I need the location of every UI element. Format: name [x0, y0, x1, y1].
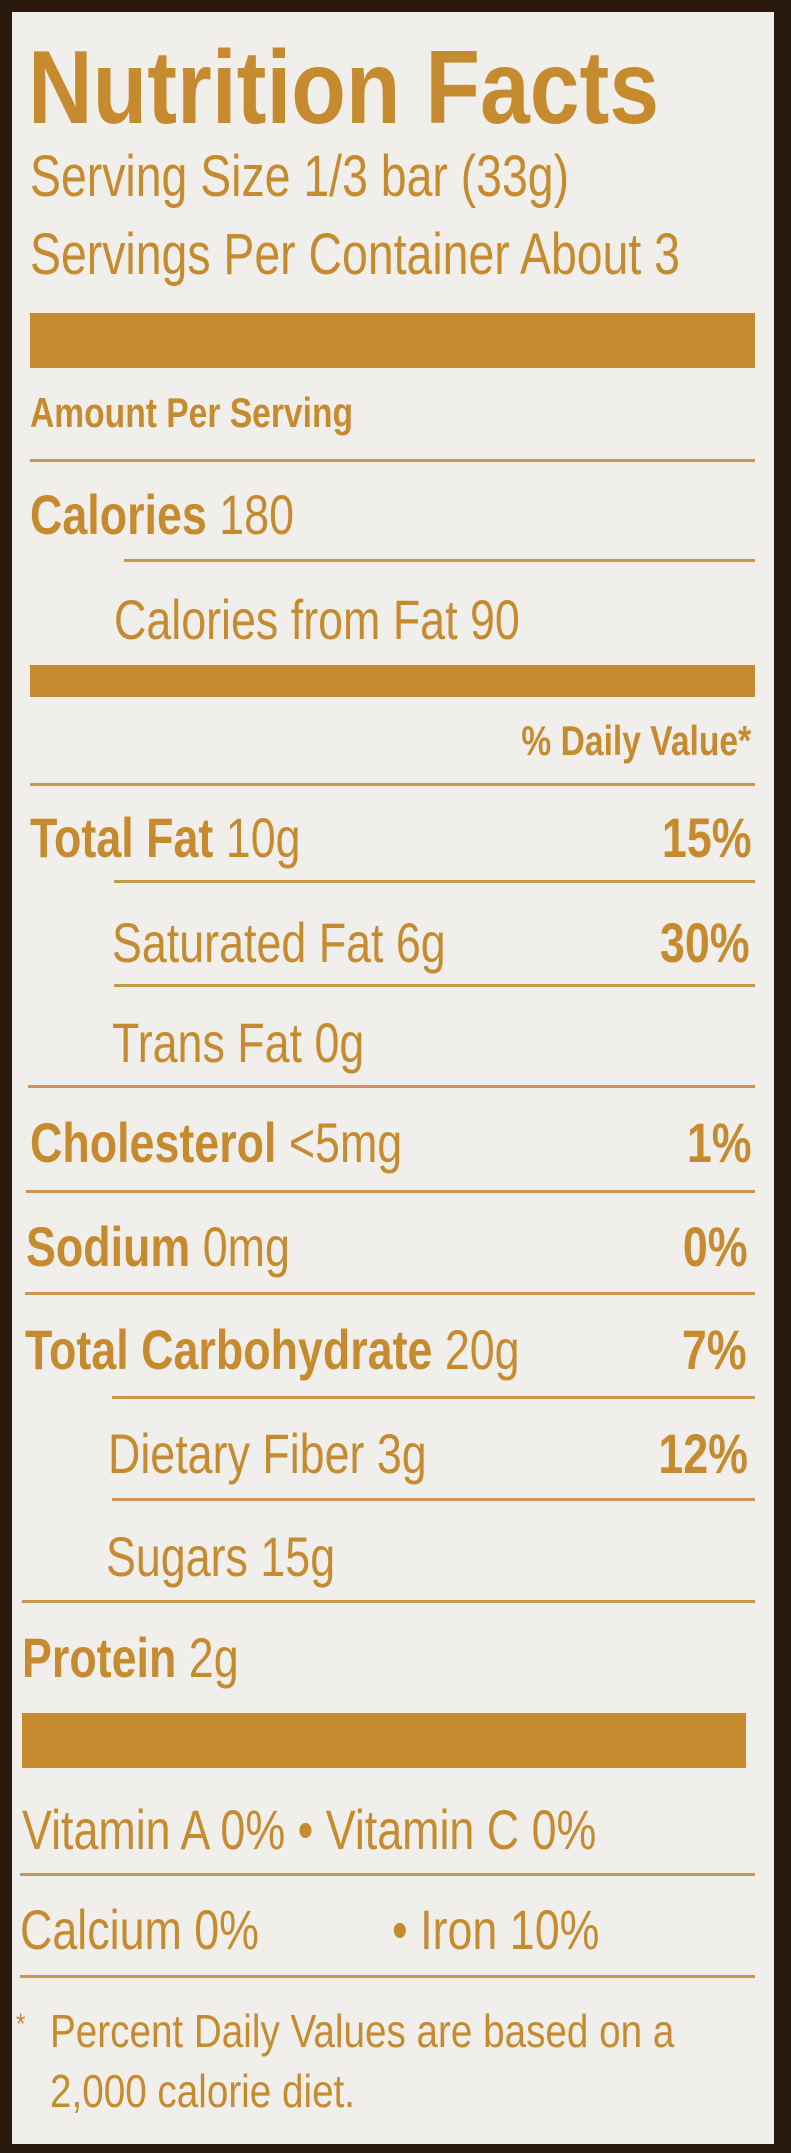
- serving-size: Serving Size 1/3 bar (33g): [30, 144, 570, 209]
- nutrient-dv: 30%: [659, 911, 750, 974]
- amount-per-serving: Amount Per Serving: [30, 389, 353, 436]
- vitamins-row-1: Vitamin A 0% • Vitamin C 0%: [22, 1800, 744, 1860]
- nutrient-row-sugars: Sugars 15g: [106, 1527, 791, 1587]
- footnote-asterisk: *: [16, 2008, 26, 2041]
- divider: [26, 1190, 755, 1193]
- divider: [22, 1600, 755, 1603]
- nutrient-amount: <5mg: [288, 1111, 403, 1174]
- servings-per-container: Servings Per Container About 3: [30, 222, 680, 287]
- nutrient-dv: 12%: [658, 1422, 748, 1485]
- nutrient-row-total-carbohydrate: Total Carbohydrate 20g 7%: [25, 1320, 747, 1380]
- nutrient-label: Sugars 15g: [106, 1525, 336, 1588]
- divider: [25, 1292, 755, 1295]
- thick-divider: [22, 1713, 746, 1768]
- divider: [20, 1873, 755, 1876]
- vitamin-c: Vitamin C 0%: [325, 1798, 597, 1861]
- nutrient-dv: 1%: [686, 1111, 752, 1174]
- nutrient-label: Total Fat: [30, 806, 214, 869]
- vitamins-row-2: Calcium 0% • Iron 10%: [20, 1900, 742, 1960]
- calories-label: Calories: [30, 483, 207, 546]
- calcium: Calcium 0%: [20, 1898, 260, 1961]
- label-title: Nutrition Facts: [28, 30, 660, 146]
- nutrient-row-protein: Protein 2g: [22, 1628, 744, 1688]
- divider: [30, 459, 755, 462]
- calories-value: 180: [219, 483, 294, 546]
- nutrient-row-dietary-fiber: Dietary Fiber 3g 12%: [108, 1424, 748, 1484]
- nutrient-label: Saturated Fat 6g: [112, 911, 446, 974]
- nutrient-label: Sodium: [26, 1215, 191, 1278]
- bullet-icon: •: [297, 1798, 314, 1861]
- calories-from-fat: Calories from Fat 90: [114, 588, 520, 651]
- nutrient-amount: 20g: [444, 1318, 520, 1381]
- nutrient-amount: 2g: [188, 1626, 239, 1689]
- nutrient-row-sodium: Sodium 0mg 0%: [26, 1217, 748, 1277]
- thick-divider: [30, 665, 755, 697]
- divider: [124, 559, 755, 562]
- iron: Iron 10%: [420, 1898, 600, 1961]
- nutrient-label: Cholesterol: [30, 1111, 277, 1174]
- nutrient-dv: 15%: [661, 806, 752, 869]
- divider: [20, 1975, 755, 1978]
- footnote-line-2: 2,000 calorie diet.: [50, 2065, 356, 2117]
- nutrient-amount: 0mg: [202, 1215, 290, 1278]
- vitamin-a: Vitamin A 0%: [22, 1798, 286, 1861]
- nutrient-row-cholesterol: Cholesterol <5mg 1%: [30, 1113, 752, 1173]
- nutrient-label: Trans Fat 0g: [112, 1011, 365, 1074]
- calories-from-fat-row: Calories from Fat 90: [114, 590, 791, 650]
- divider: [114, 984, 755, 987]
- nutrient-row-total-fat: Total Fat 10g 15%: [30, 808, 752, 868]
- divider: [114, 880, 755, 883]
- nutrient-row-saturated-fat: Saturated Fat 6g 30%: [112, 913, 750, 973]
- divider: [30, 783, 755, 786]
- divider: [112, 1498, 755, 1501]
- nutrient-dv: 0%: [682, 1215, 748, 1278]
- nutrient-label: Dietary Fiber 3g: [108, 1422, 427, 1485]
- nutrient-row-trans-fat: Trans Fat 0g: [112, 1013, 791, 1073]
- nutrient-label: Protein: [22, 1626, 177, 1689]
- daily-value-header: % Daily Value*: [521, 717, 751, 764]
- divider: [28, 1085, 755, 1088]
- footnote-line-1: Percent Daily Values are based on a: [50, 2005, 675, 2057]
- nutrient-label: Total Carbohydrate: [25, 1318, 433, 1381]
- divider: [112, 1396, 755, 1399]
- calories-row: Calories 180: [30, 485, 752, 545]
- nutrient-dv: 7%: [681, 1318, 747, 1381]
- thick-divider: [30, 313, 755, 368]
- nutrient-amount: 10g: [225, 806, 301, 869]
- bullet-icon: •: [392, 1898, 408, 1961]
